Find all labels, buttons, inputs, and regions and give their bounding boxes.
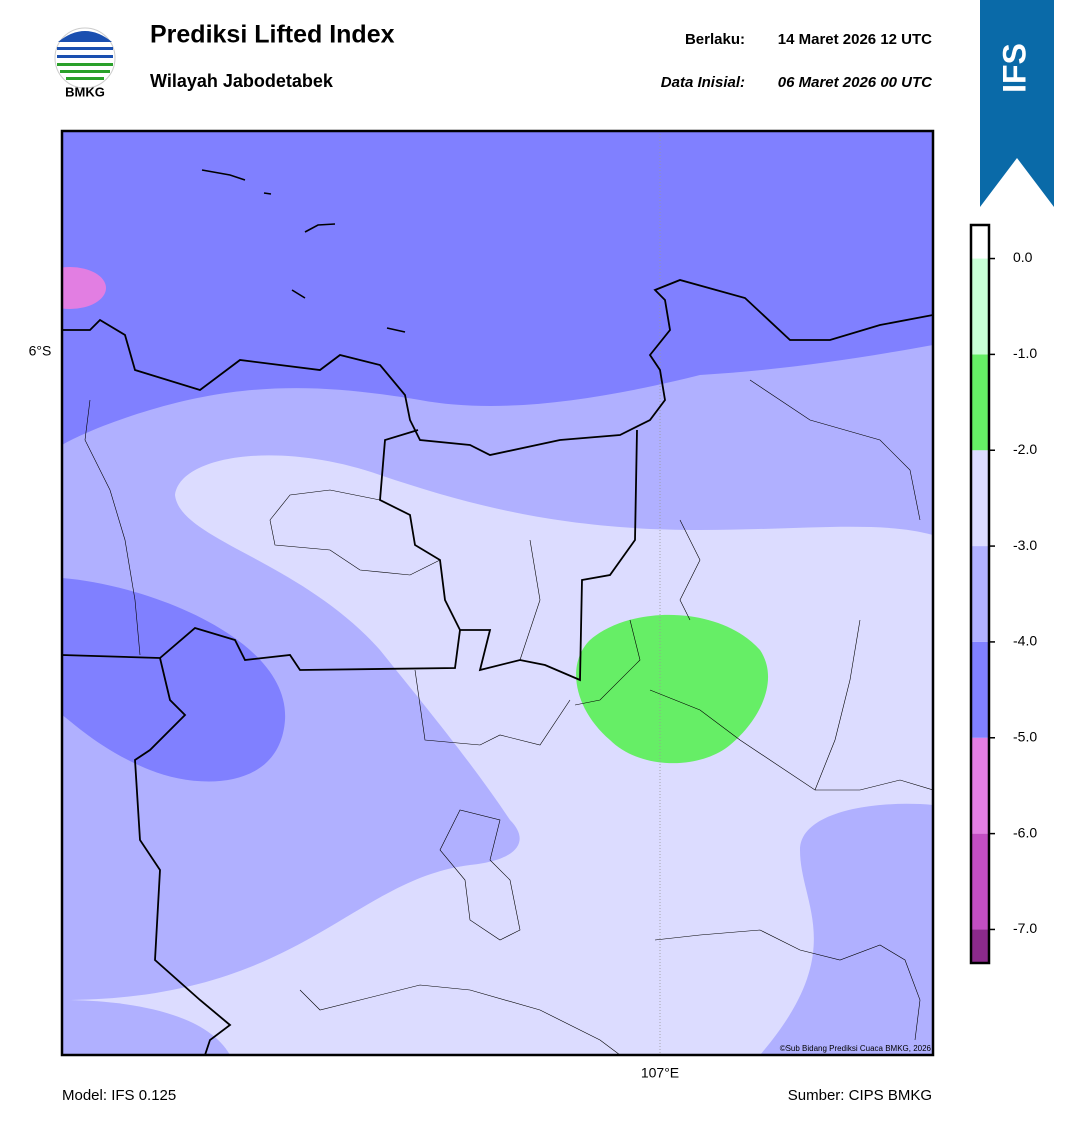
- footer-source: Sumber: CIPS BMKG: [788, 1087, 932, 1104]
- lat-label: 6°S: [29, 343, 52, 359]
- colorbar-bin: [971, 450, 989, 547]
- valid-label: Berlaku:: [685, 31, 745, 48]
- colorbar-tick-label: -1.0: [1013, 345, 1037, 361]
- colorbar-bin: [971, 546, 989, 642]
- lon-label: 107°E: [641, 1065, 679, 1081]
- colorbar: 0.0 -1.0 -2.0 -3.0 -4.0 -5.0 -6.0 -7.0: [969, 223, 1037, 965]
- colorbar-bin: [971, 258, 989, 355]
- colorbar-bin: [971, 641, 989, 738]
- subtitle: Wilayah Jabodetabek: [150, 71, 334, 91]
- colorbar-tick-label: -3.0: [1013, 537, 1037, 553]
- colorbar-bin: [971, 737, 989, 834]
- map-frame: [60, 129, 935, 1057]
- colorbar-bin: [971, 354, 989, 451]
- init-time: 06 Maret 2026 00 UTC: [778, 74, 933, 91]
- valid-time: 14 Maret 2026 12 UTC: [778, 31, 932, 48]
- title: Prediksi Lifted Index: [150, 21, 395, 49]
- colorbar-bin: [971, 833, 989, 930]
- badge: [980, 0, 1054, 207]
- colorbar-tick-label: 0.0: [1013, 249, 1033, 265]
- map: ©Sub Bidang Prediksi Cuaca BMKG, 2026: [62, 131, 933, 1055]
- colorbar-tick-label: -2.0: [1013, 441, 1037, 457]
- colorbar-frame: [969, 223, 991, 965]
- logo-text: BMKG: [65, 84, 105, 99]
- badge-text: IFS: [996, 43, 1032, 93]
- logo: BMKG: [54, 27, 116, 99]
- colorbar-bin: [971, 929, 989, 963]
- init-label: Data Inisial:: [661, 74, 745, 91]
- colorbar-tick-label: -4.0: [1013, 633, 1037, 649]
- colorbar-bin: [971, 225, 989, 259]
- colorbar-tick-label: -6.0: [1013, 824, 1037, 840]
- credit: ©Sub Bidang Prediksi Cuaca BMKG, 2026: [780, 1044, 932, 1053]
- colorbar-tick-label: -7.0: [1013, 920, 1037, 936]
- footer-model: Model: IFS 0.125: [62, 1087, 176, 1104]
- colorbar-tick-label: -5.0: [1013, 728, 1037, 744]
